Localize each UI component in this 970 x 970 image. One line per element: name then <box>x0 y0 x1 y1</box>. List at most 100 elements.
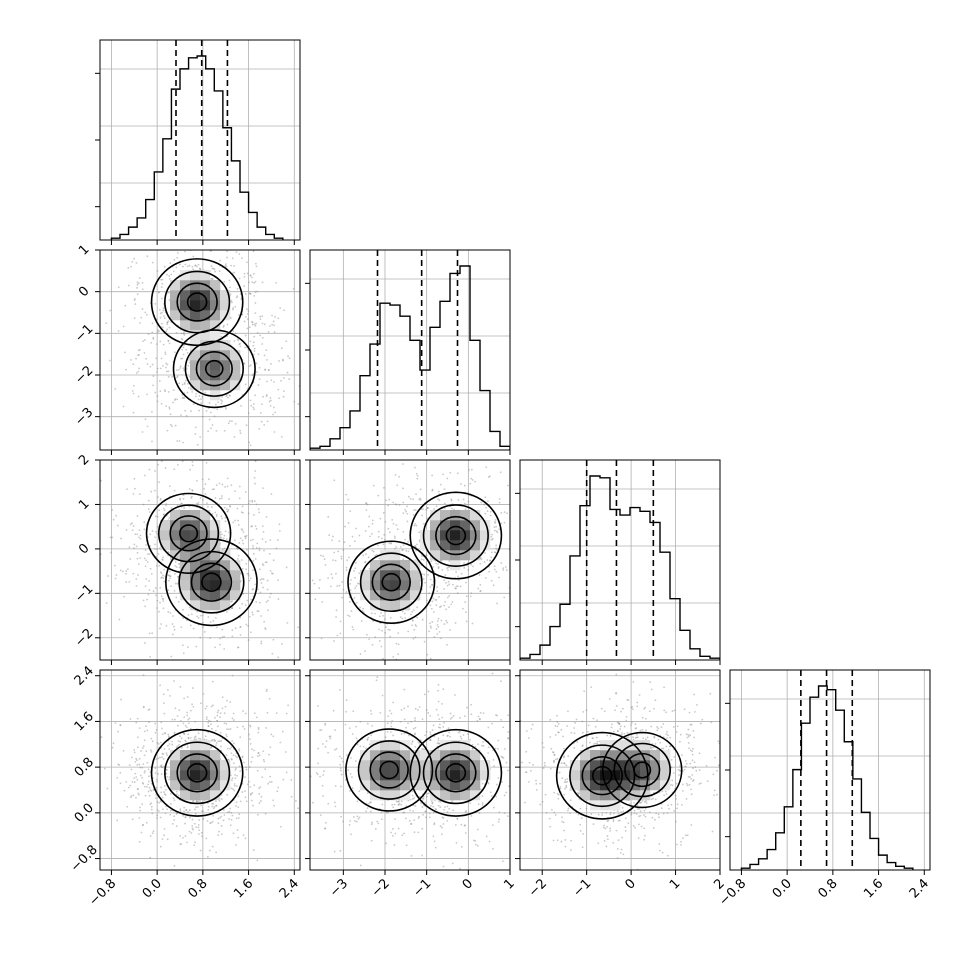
scatter-point <box>424 734 426 737</box>
scatter-point <box>157 742 160 745</box>
scatter-point <box>487 746 490 749</box>
scatter-point <box>246 318 249 321</box>
scatter-point <box>163 580 166 583</box>
y-tick-label: 1 <box>76 242 92 258</box>
scatter-point <box>351 535 354 538</box>
scatter-point <box>248 738 251 740</box>
scatter-point <box>146 393 148 396</box>
scatter-point <box>150 342 153 344</box>
scatter-point <box>180 502 183 505</box>
scatter-point <box>344 525 346 528</box>
scatter-point <box>470 477 473 480</box>
scatter-point <box>354 820 356 822</box>
scatter-point <box>159 765 162 767</box>
scatter-point <box>146 561 149 564</box>
scatter-point <box>421 797 424 800</box>
scatter-point <box>371 821 373 824</box>
scatter-point <box>431 800 433 803</box>
scatter-point <box>219 259 222 262</box>
density-cell <box>370 570 381 581</box>
scatter-point <box>413 509 415 511</box>
scatter-point <box>270 780 273 783</box>
scatter-point <box>197 263 200 266</box>
scatter-point <box>182 814 184 817</box>
density-cell <box>440 530 451 541</box>
scatter-point <box>124 351 126 354</box>
scatter-point <box>139 321 141 324</box>
scatter-point <box>200 402 203 405</box>
scatter-point <box>272 638 275 641</box>
scatter-point <box>381 803 384 806</box>
scatter-point <box>149 835 152 837</box>
scatter-point <box>220 533 223 536</box>
scatter-point <box>190 497 193 499</box>
scatter-point <box>251 321 254 324</box>
scatter-point <box>175 331 178 334</box>
scatter-point <box>282 778 285 781</box>
scatter-point <box>465 611 467 614</box>
scatter-point <box>135 578 138 581</box>
scatter-point <box>103 767 106 770</box>
scatter-point <box>492 584 495 587</box>
scatter-point <box>150 808 153 811</box>
scatter-point <box>340 557 343 560</box>
scatter-point <box>171 633 174 636</box>
scatter-point <box>436 590 439 593</box>
y-tick-label: −2 <box>72 626 96 650</box>
scatter-point <box>154 772 157 774</box>
scatter-point <box>493 526 496 529</box>
scatter-point <box>454 824 457 826</box>
scatter-point <box>205 705 208 708</box>
scatter-point <box>207 430 210 433</box>
scatter-point <box>110 551 112 554</box>
scatter-point <box>437 567 440 570</box>
scatter-point <box>431 583 433 586</box>
scatter-point <box>336 634 339 637</box>
scatter-point <box>495 714 497 717</box>
scatter-point <box>249 793 252 796</box>
scatter-point <box>487 500 489 503</box>
scatter-point <box>152 336 155 339</box>
scatter-point <box>407 705 409 708</box>
scatter-point <box>395 800 398 803</box>
scatter-point <box>252 804 254 807</box>
scatter-point <box>258 427 261 430</box>
density-cell <box>200 300 211 311</box>
density-cell <box>190 310 201 321</box>
scatter-point <box>239 634 242 636</box>
density-cell <box>200 360 211 371</box>
scatter-point <box>384 736 387 739</box>
scatter-point <box>504 566 507 568</box>
scatter-point <box>167 551 170 553</box>
histogram-marks <box>520 460 720 660</box>
scatter-point <box>232 330 235 333</box>
density-cell <box>210 780 221 791</box>
scatter-point <box>380 645 383 648</box>
scatter-point <box>145 725 147 728</box>
scatter-point <box>220 745 222 748</box>
scatter-point <box>406 520 409 523</box>
scatter-point <box>220 335 223 338</box>
scatter-point <box>470 713 473 716</box>
contour-line <box>190 562 233 602</box>
scatter-point <box>480 518 482 521</box>
scatter-point <box>282 359 284 362</box>
scatter-point <box>194 720 197 723</box>
density-cell <box>210 360 221 371</box>
scatter-point <box>176 440 179 442</box>
scatter-point <box>167 589 170 592</box>
scatter-point <box>127 284 130 287</box>
scatter-point <box>184 409 187 412</box>
scatter-point <box>224 516 227 519</box>
scatter-point <box>125 581 128 583</box>
scatter-point <box>506 769 509 772</box>
scatter-point <box>161 756 163 759</box>
scatter-point <box>244 293 247 295</box>
scatter-point <box>427 712 430 714</box>
scatter-point <box>151 322 154 325</box>
scatter-point <box>183 806 186 809</box>
scatter-point <box>377 494 380 497</box>
scatter-point <box>187 614 190 617</box>
scatter-point <box>253 350 256 353</box>
scatter-point <box>183 507 186 509</box>
